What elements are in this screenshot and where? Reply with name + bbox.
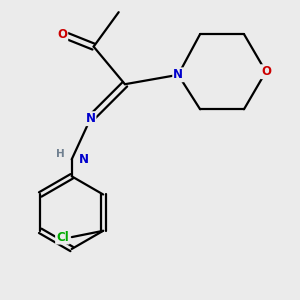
Text: O: O bbox=[57, 28, 67, 40]
Text: O: O bbox=[261, 65, 271, 78]
Text: Cl: Cl bbox=[56, 231, 69, 244]
Text: N: N bbox=[173, 68, 183, 81]
Text: N: N bbox=[85, 112, 95, 125]
Text: H: H bbox=[56, 149, 65, 159]
Text: N: N bbox=[79, 153, 89, 166]
